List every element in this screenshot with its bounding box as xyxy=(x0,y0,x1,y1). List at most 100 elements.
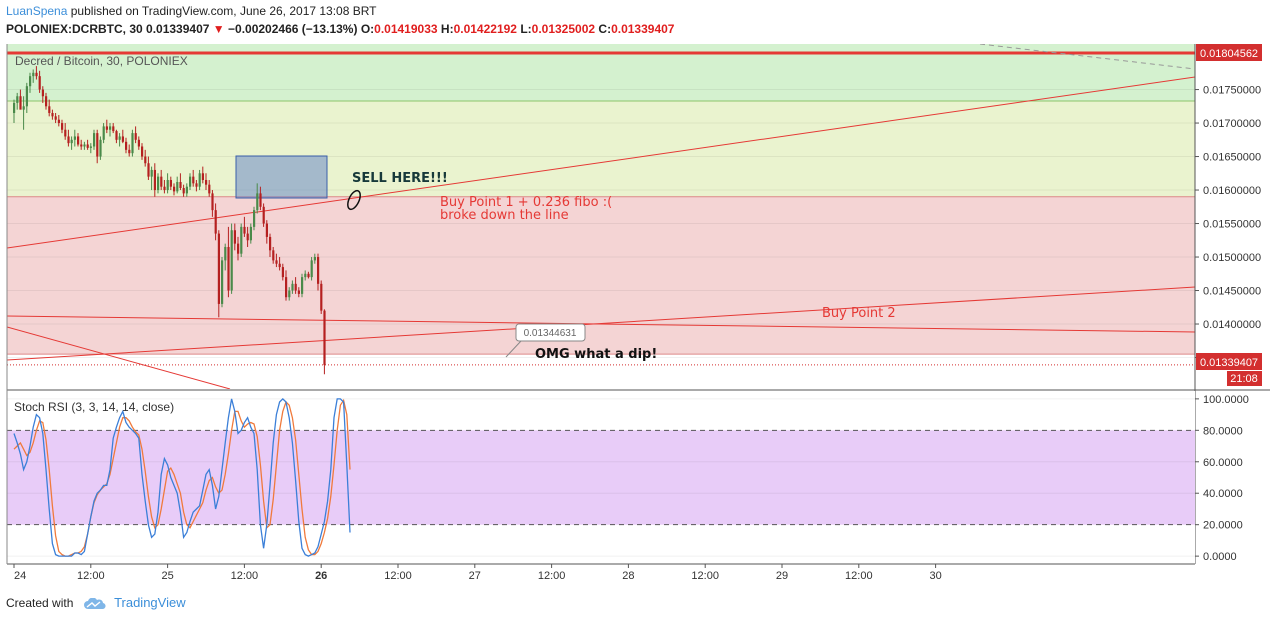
candle-up xyxy=(189,176,192,187)
top-line-price: 0.01804562 xyxy=(1200,48,1258,60)
price-axis[interactable]: 0.01750000 0.01700000 0.01650000 0.01600000… xyxy=(1194,44,1262,564)
candle-down xyxy=(246,233,249,241)
dip-pointer xyxy=(505,340,522,358)
candle-up xyxy=(240,226,243,254)
candle-up xyxy=(157,176,160,191)
candle-up xyxy=(256,193,259,211)
time-tick-label: 26 xyxy=(315,570,327,582)
open-value: 0.01419033 xyxy=(374,22,438,36)
candle-up xyxy=(25,86,28,107)
candle-down xyxy=(121,136,124,142)
annotation-sell-here: SELL HERE!!! xyxy=(352,171,448,186)
candle-down xyxy=(182,188,185,194)
candle-down xyxy=(278,263,281,268)
time-axis[interactable]: 24 12:00 25 12:00 26 12:00 27 12:00 28 12:00 29 12:… xyxy=(13,564,942,582)
price-tick-label: 0.01700000 xyxy=(1203,118,1261,130)
candle-down xyxy=(217,233,220,304)
price-pane[interactable]: Decred / Bitcoin, 30, POLONIEX SELL HERE… xyxy=(7,44,1195,389)
candle-down xyxy=(192,176,195,184)
stoch-rsi-d-line xyxy=(13,398,351,557)
candle-down xyxy=(237,243,240,254)
candle-down xyxy=(35,72,38,77)
footer: Created with TradingView xyxy=(6,595,186,610)
candle-down xyxy=(51,113,54,117)
stoch-rsi-band xyxy=(7,430,1195,525)
rsi-tick-label: 80.0000 xyxy=(1203,425,1243,437)
price-tick-label: 0.01500000 xyxy=(1203,252,1261,264)
candle-down xyxy=(41,89,44,97)
stoch-rsi-axis-ticks: 100.0000 80.0000 60.0000 40.0000 20.0000 0.00… xyxy=(1195,394,1249,563)
price-grid xyxy=(7,89,1195,359)
symbol-label: POLONIEX:DCRBTC, 30 xyxy=(6,22,143,36)
last-price-axis-label: 0.01339407 xyxy=(1200,357,1258,369)
time-tick-label: 12:00 xyxy=(77,570,105,582)
annotation-buy-point-1: Buy Point 1 + 0.236 fibo :( xyxy=(440,195,612,210)
stoch-rsi-k-line xyxy=(13,397,351,557)
ohlc-bar: POLONIEX:DCRBTC, 30 0.01339407 ▼ −0.0020… xyxy=(6,22,674,36)
main-chart-title: Decred / Bitcoin, 30, POLONIEX xyxy=(15,54,188,68)
candle-up xyxy=(224,246,227,261)
candle-up xyxy=(288,290,291,298)
time-tick-label: 12:00 xyxy=(384,570,412,582)
author-link[interactable]: LuanSpena xyxy=(6,4,68,18)
candle-down xyxy=(259,193,262,207)
candle-down xyxy=(19,96,22,110)
trend-lines xyxy=(7,44,1195,389)
price-axis-ticks: 0.01750000 0.01700000 0.01650000 0.01600000… xyxy=(1195,85,1261,365)
candle-up xyxy=(253,210,256,227)
time-tick-label: 28 xyxy=(622,570,634,582)
candle-up xyxy=(310,260,313,278)
candle-down xyxy=(54,116,57,120)
time-tick-label: 30 xyxy=(929,570,941,582)
time-tick-label: 24 xyxy=(14,570,26,582)
annotation-buy-point-2: Buy Point 2 xyxy=(822,306,896,321)
open-label: O: xyxy=(360,22,375,36)
candle-up xyxy=(109,126,112,130)
created-with-label: Created with xyxy=(6,596,74,610)
candle-down xyxy=(125,141,128,150)
publish-header: LuanSpena published on TradingView.com, … xyxy=(6,4,377,18)
candle-up xyxy=(198,173,201,187)
time-tick-label: 27 xyxy=(469,570,481,582)
candle-down xyxy=(67,136,70,144)
candle-down xyxy=(137,139,140,147)
last-price: 0.01339407 xyxy=(146,22,210,36)
tradingview-brand-link[interactable]: TradingView xyxy=(114,595,186,610)
candle-down xyxy=(201,173,204,180)
candle-up xyxy=(89,146,92,148)
candle-up xyxy=(304,273,307,278)
time-tick-label: 29 xyxy=(776,570,788,582)
dashed-projection-line xyxy=(979,44,1195,70)
countdown-label: 21:08 xyxy=(1230,373,1258,385)
fib-zones xyxy=(7,44,1195,355)
candle-up xyxy=(131,133,134,154)
candle-up xyxy=(166,179,169,191)
candle-down xyxy=(294,283,297,291)
dip-price-label-box xyxy=(515,323,586,342)
candle-down xyxy=(105,126,108,130)
sell-circle-marker xyxy=(347,189,361,211)
candle-down xyxy=(86,144,89,148)
candle-up xyxy=(313,257,316,261)
stoch-rsi-pane[interactable]: Stoch RSI (3, 3, 14, 14, close) 100.0000… xyxy=(7,391,1249,564)
candle-down xyxy=(205,179,208,185)
candle-up xyxy=(221,260,224,304)
candle-down xyxy=(208,184,211,194)
candle-up xyxy=(32,72,35,77)
time-tick-label: 12:00 xyxy=(691,570,719,582)
candle-up xyxy=(301,277,304,294)
candle-down xyxy=(269,236,272,251)
candle-down xyxy=(163,186,166,191)
close-value: 0.01339407 xyxy=(611,22,675,36)
close-label: C: xyxy=(598,22,612,36)
candle-down xyxy=(128,149,131,154)
candle-down xyxy=(272,250,275,261)
stoch-rsi-title: Stoch RSI (3, 3, 14, 14, close) xyxy=(14,400,174,414)
price-tick-label: 0.01600000 xyxy=(1203,185,1261,197)
candle-up xyxy=(185,186,188,194)
support-line xyxy=(7,315,1195,333)
zone-red xyxy=(7,196,1195,355)
candle-down xyxy=(233,230,236,244)
chart-area[interactable]: Decred / Bitcoin, 30, POLONIEX SELL HERE… xyxy=(0,0,1270,590)
candle-up xyxy=(70,139,73,144)
